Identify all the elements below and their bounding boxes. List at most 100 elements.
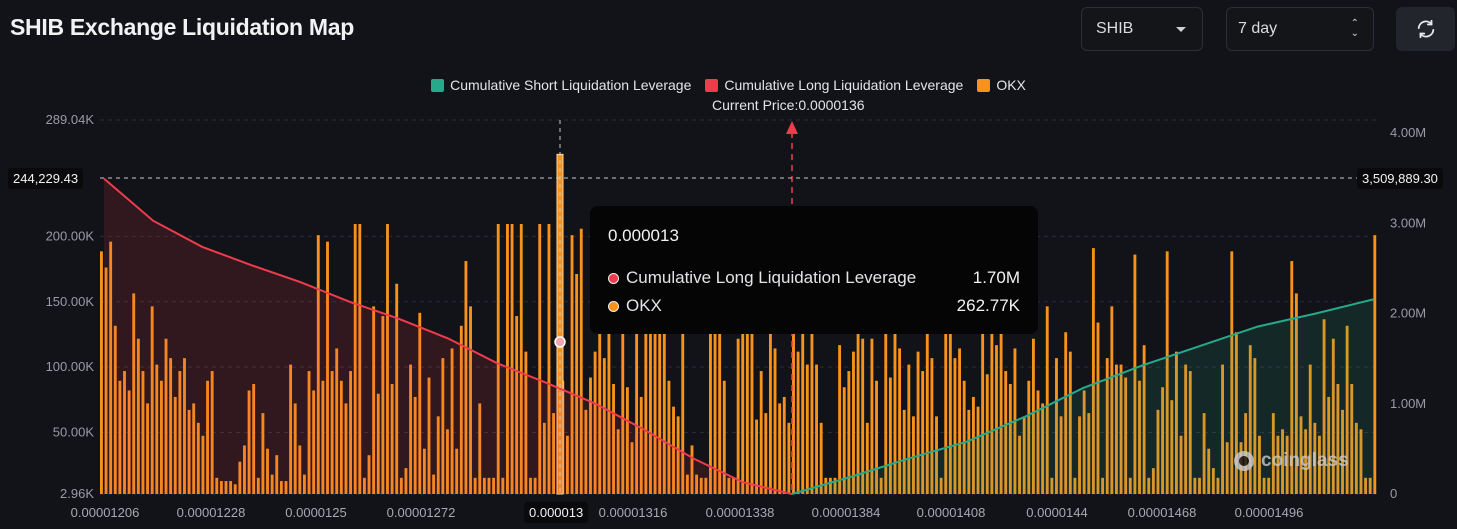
okx-bar [976,406,980,494]
okx-bar [1036,390,1040,494]
okx-bar [538,224,542,494]
okx-bar [275,455,279,494]
okx-bar [164,338,168,494]
okx-bar [413,396,417,494]
okx-bar [243,445,246,494]
legend-long[interactable]: Cumulative Long Liquidation Leverage [705,77,963,93]
okx-bar [192,403,196,494]
okx-bar [1271,413,1275,494]
okx-bar [1188,371,1192,494]
period-select[interactable]: 7 day ⌃ ⌄ [1226,7,1374,51]
y-left-tick: 2.96K [60,486,94,501]
okx-bar [100,251,103,494]
okx-bar [1101,477,1105,494]
coin-select[interactable]: SHIB [1081,7,1203,51]
okx-bar [381,316,385,494]
okx-bar [828,477,832,494]
okx-bar [432,474,436,494]
y-left-tick: 200.00K [46,228,95,243]
okx-bar [256,477,260,494]
okx-bar [921,371,925,494]
okx-bar [169,358,173,494]
okx-bar [1281,429,1284,494]
y-left-tick: 100.00K [46,359,95,374]
okx-bar [598,267,602,494]
okx-bar [422,448,426,494]
y-right-tick: 1.00M [1390,396,1426,411]
okx-bar [1345,325,1349,494]
okx-bar [1179,435,1183,494]
tooltip-label-long: Cumulative Long Liquidation Leverage [626,268,917,287]
okx-bar [621,332,625,494]
okx-bar [326,241,329,494]
okx-bar [335,348,339,494]
okx-bar [704,477,708,494]
crosshair-right-value: 3,509,889.30 [1357,168,1443,189]
okx-bar [501,477,505,494]
okx-bar [1115,364,1118,494]
okx-bar [1336,384,1340,494]
okx-bar [252,384,256,494]
okx-bar [399,477,403,494]
okx-bar [1198,477,1201,494]
okx-bar [427,377,431,494]
okx-bar [722,380,726,494]
x-tick: 0.00001316 [599,505,668,520]
okx-bar [450,348,454,494]
okx-bar [279,481,283,494]
crosshair-point [554,336,566,348]
okx-bar [1151,468,1155,494]
okx-bar [127,390,131,494]
okx-bar [266,448,269,494]
okx-bar [441,358,445,494]
okx-bar [1253,358,1257,494]
okx-bar [1276,435,1280,494]
okx-bar [824,477,828,494]
tooltip-value-okx: 262.77K [956,296,1020,315]
legend-short[interactable]: Cumulative Short Liquidation Leverage [431,77,691,93]
tooltip-row-okx: OKX 262.77K [608,292,1020,320]
okx-bar [1327,396,1331,494]
coin-select-value: SHIB [1096,20,1134,37]
okx-bar [270,474,274,494]
okx-bar [515,316,519,494]
okx-bar [219,481,223,494]
okx-bar [1322,319,1326,494]
okx-bar [289,364,293,494]
page-title: SHIB Exchange Liquidation Map [10,14,354,40]
okx-bar [847,371,851,494]
legend-swatch-short [431,78,445,92]
okx-bar [764,413,768,494]
okx-bar [178,371,182,494]
okx-bar [1230,251,1234,494]
okx-bar [201,435,205,494]
x-tick: 0.00001228 [177,505,246,520]
okx-bar [303,474,306,494]
okx-bar [962,380,966,494]
okx-bar [1304,429,1308,494]
legend-okx[interactable]: OKX [977,77,1026,93]
okx-bar [1202,413,1206,494]
okx-bar [616,429,620,494]
okx-bar [123,371,126,494]
okx-bar [1082,390,1086,494]
okx-bar [1138,380,1141,494]
okx-bar [907,364,911,494]
okx-bar [1299,416,1303,494]
okx-bar [602,358,606,494]
okx-bar [930,358,934,494]
okx-bar [159,380,163,494]
okx-bar [206,380,209,494]
crosshair-left-value: 244,229.43 [8,168,84,189]
refresh-button[interactable] [1396,7,1455,51]
watermark-text: coinglass [1261,450,1349,471]
okx-bar [464,261,468,494]
okx-bar [1147,477,1151,494]
okx-bar [307,371,311,494]
okx-bar [842,387,846,494]
x-tick: 0.00001206 [71,505,140,520]
okx-bar [916,351,920,494]
okx-bar [469,306,472,494]
okx-bar [1184,364,1188,494]
y-right-tick: 4.00M [1390,125,1426,140]
